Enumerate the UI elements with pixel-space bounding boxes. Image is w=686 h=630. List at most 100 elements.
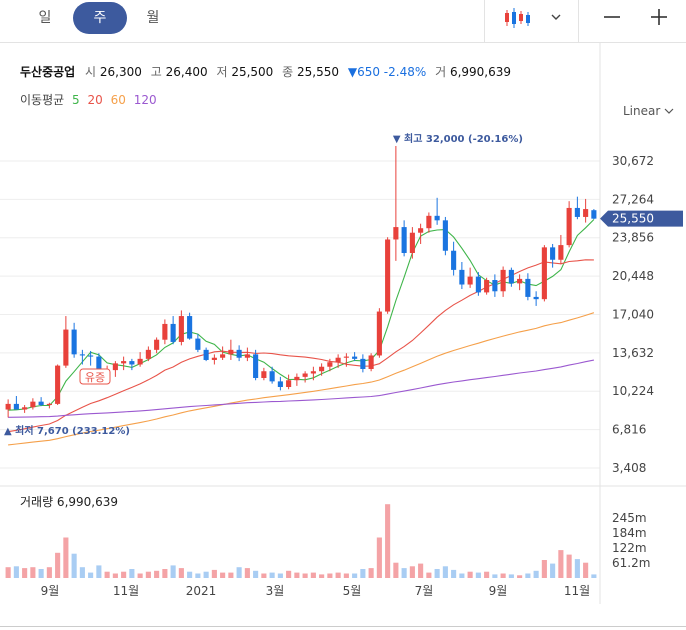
x-tick-label: 11월 — [564, 584, 590, 598]
volume-bar — [368, 568, 374, 578]
price-tick-label: 23,856 — [612, 231, 654, 245]
volume-bar — [112, 573, 118, 578]
volume-bar — [121, 571, 127, 578]
high-label: 고 — [150, 65, 162, 79]
candle-body — [533, 296, 539, 300]
volume-bar — [220, 572, 226, 578]
volume-value: 6,990,639 — [449, 65, 512, 79]
ma-label: 이동평균 — [20, 93, 65, 107]
volume-bar — [55, 552, 61, 578]
candle-body — [302, 373, 308, 377]
plus-icon[interactable] — [648, 6, 670, 32]
candlestick-icon[interactable] — [503, 6, 531, 32]
price-tick-label: 30,672 — [612, 154, 654, 168]
ma-line-120 — [8, 359, 595, 418]
candle-body — [310, 371, 316, 374]
volume-bar — [294, 572, 300, 578]
candle-body — [145, 349, 151, 359]
volume-bar — [129, 569, 135, 578]
candle-body — [327, 362, 333, 367]
volume-bar — [319, 574, 325, 578]
chevron-down-icon[interactable] — [549, 6, 563, 32]
candle-body — [385, 239, 391, 312]
volume-bar — [550, 563, 556, 578]
low-annotation: ▲ 최저 7,670 (233.12%) — [4, 424, 130, 437]
volume-bar — [253, 570, 259, 578]
candle-body — [393, 227, 399, 240]
x-tick-label: 11월 — [113, 584, 139, 598]
high-value: 26,400 — [165, 65, 208, 79]
x-tick-label: 9월 — [489, 584, 508, 598]
candle-body — [484, 280, 490, 293]
tab-daily[interactable]: 일 — [38, 10, 52, 26]
volume-bar — [393, 562, 399, 578]
volume-bar — [88, 572, 94, 578]
price-info-line: 두산중공업 시 26,300 고 26,400 저 25,500 종 25,55… — [20, 63, 516, 80]
volume-bar — [385, 504, 391, 578]
candle-body — [286, 380, 292, 388]
x-tick-label: 7월 — [415, 584, 434, 598]
candle-body — [96, 356, 102, 378]
price-tick-label: 10,224 — [612, 384, 654, 398]
volume-bar — [401, 568, 407, 578]
volume-bar — [360, 569, 366, 578]
candle-body — [442, 220, 448, 251]
volume-label: 거 — [435, 65, 447, 79]
volume-bar — [492, 574, 498, 578]
candle-body — [525, 278, 531, 297]
candle-body — [475, 276, 481, 293]
ma-line-20 — [8, 259, 594, 433]
volume-bar — [71, 553, 77, 578]
candle-body — [508, 269, 514, 284]
candle-body — [459, 269, 465, 285]
volume-bar — [566, 554, 572, 578]
candle-body — [335, 357, 341, 363]
volume-bar — [525, 573, 531, 578]
volume-bar — [517, 575, 523, 578]
ma-period-20: 20 — [87, 93, 103, 107]
scale-dropdown[interactable]: Linear — [623, 104, 674, 118]
volume-bar — [541, 560, 547, 578]
candle-body — [71, 329, 77, 355]
open-value: 26,300 — [99, 65, 142, 79]
candle-body — [228, 349, 234, 355]
volume-bar — [286, 570, 292, 578]
volume-bar — [533, 570, 539, 578]
toolbar-divider — [578, 0, 579, 42]
candle-body — [517, 278, 523, 284]
volume-bar — [418, 563, 424, 578]
volume-bar — [22, 568, 28, 578]
volume-bar — [195, 573, 201, 578]
ma-period-60: 60 — [110, 93, 126, 107]
minus-icon[interactable] — [601, 6, 623, 32]
current-price-label: 25,550 — [612, 212, 654, 226]
candle-body — [112, 363, 118, 371]
volume-bar — [63, 537, 69, 578]
tab-weekly[interactable]: 주 — [73, 2, 127, 34]
volume-bar — [459, 573, 465, 578]
volume-bar — [327, 573, 333, 578]
candle-body — [352, 356, 358, 359]
candle-body — [426, 215, 432, 229]
event-badge — [79, 368, 111, 385]
candle-body — [376, 311, 382, 356]
low-label: 저 — [216, 65, 228, 79]
candle-body — [220, 354, 226, 358]
volume-bar — [236, 567, 242, 578]
event-label: 유증 — [85, 371, 105, 384]
volume-bar — [467, 571, 473, 578]
ma-period-120: 120 — [133, 93, 157, 107]
change-value: ▼650 -2.48% — [347, 65, 427, 79]
candle-body — [162, 323, 168, 340]
volume-bar — [79, 567, 85, 578]
top-toolbar: 일 주 월 — [0, 0, 686, 43]
volume-bar — [244, 568, 250, 578]
volume-bar — [104, 571, 110, 578]
candle-body — [541, 247, 547, 300]
candle-body — [30, 401, 36, 408]
volume-bar — [13, 566, 19, 578]
candle-body — [195, 338, 201, 350]
tab-monthly[interactable]: 월 — [146, 10, 160, 26]
volume-bar — [96, 565, 102, 578]
